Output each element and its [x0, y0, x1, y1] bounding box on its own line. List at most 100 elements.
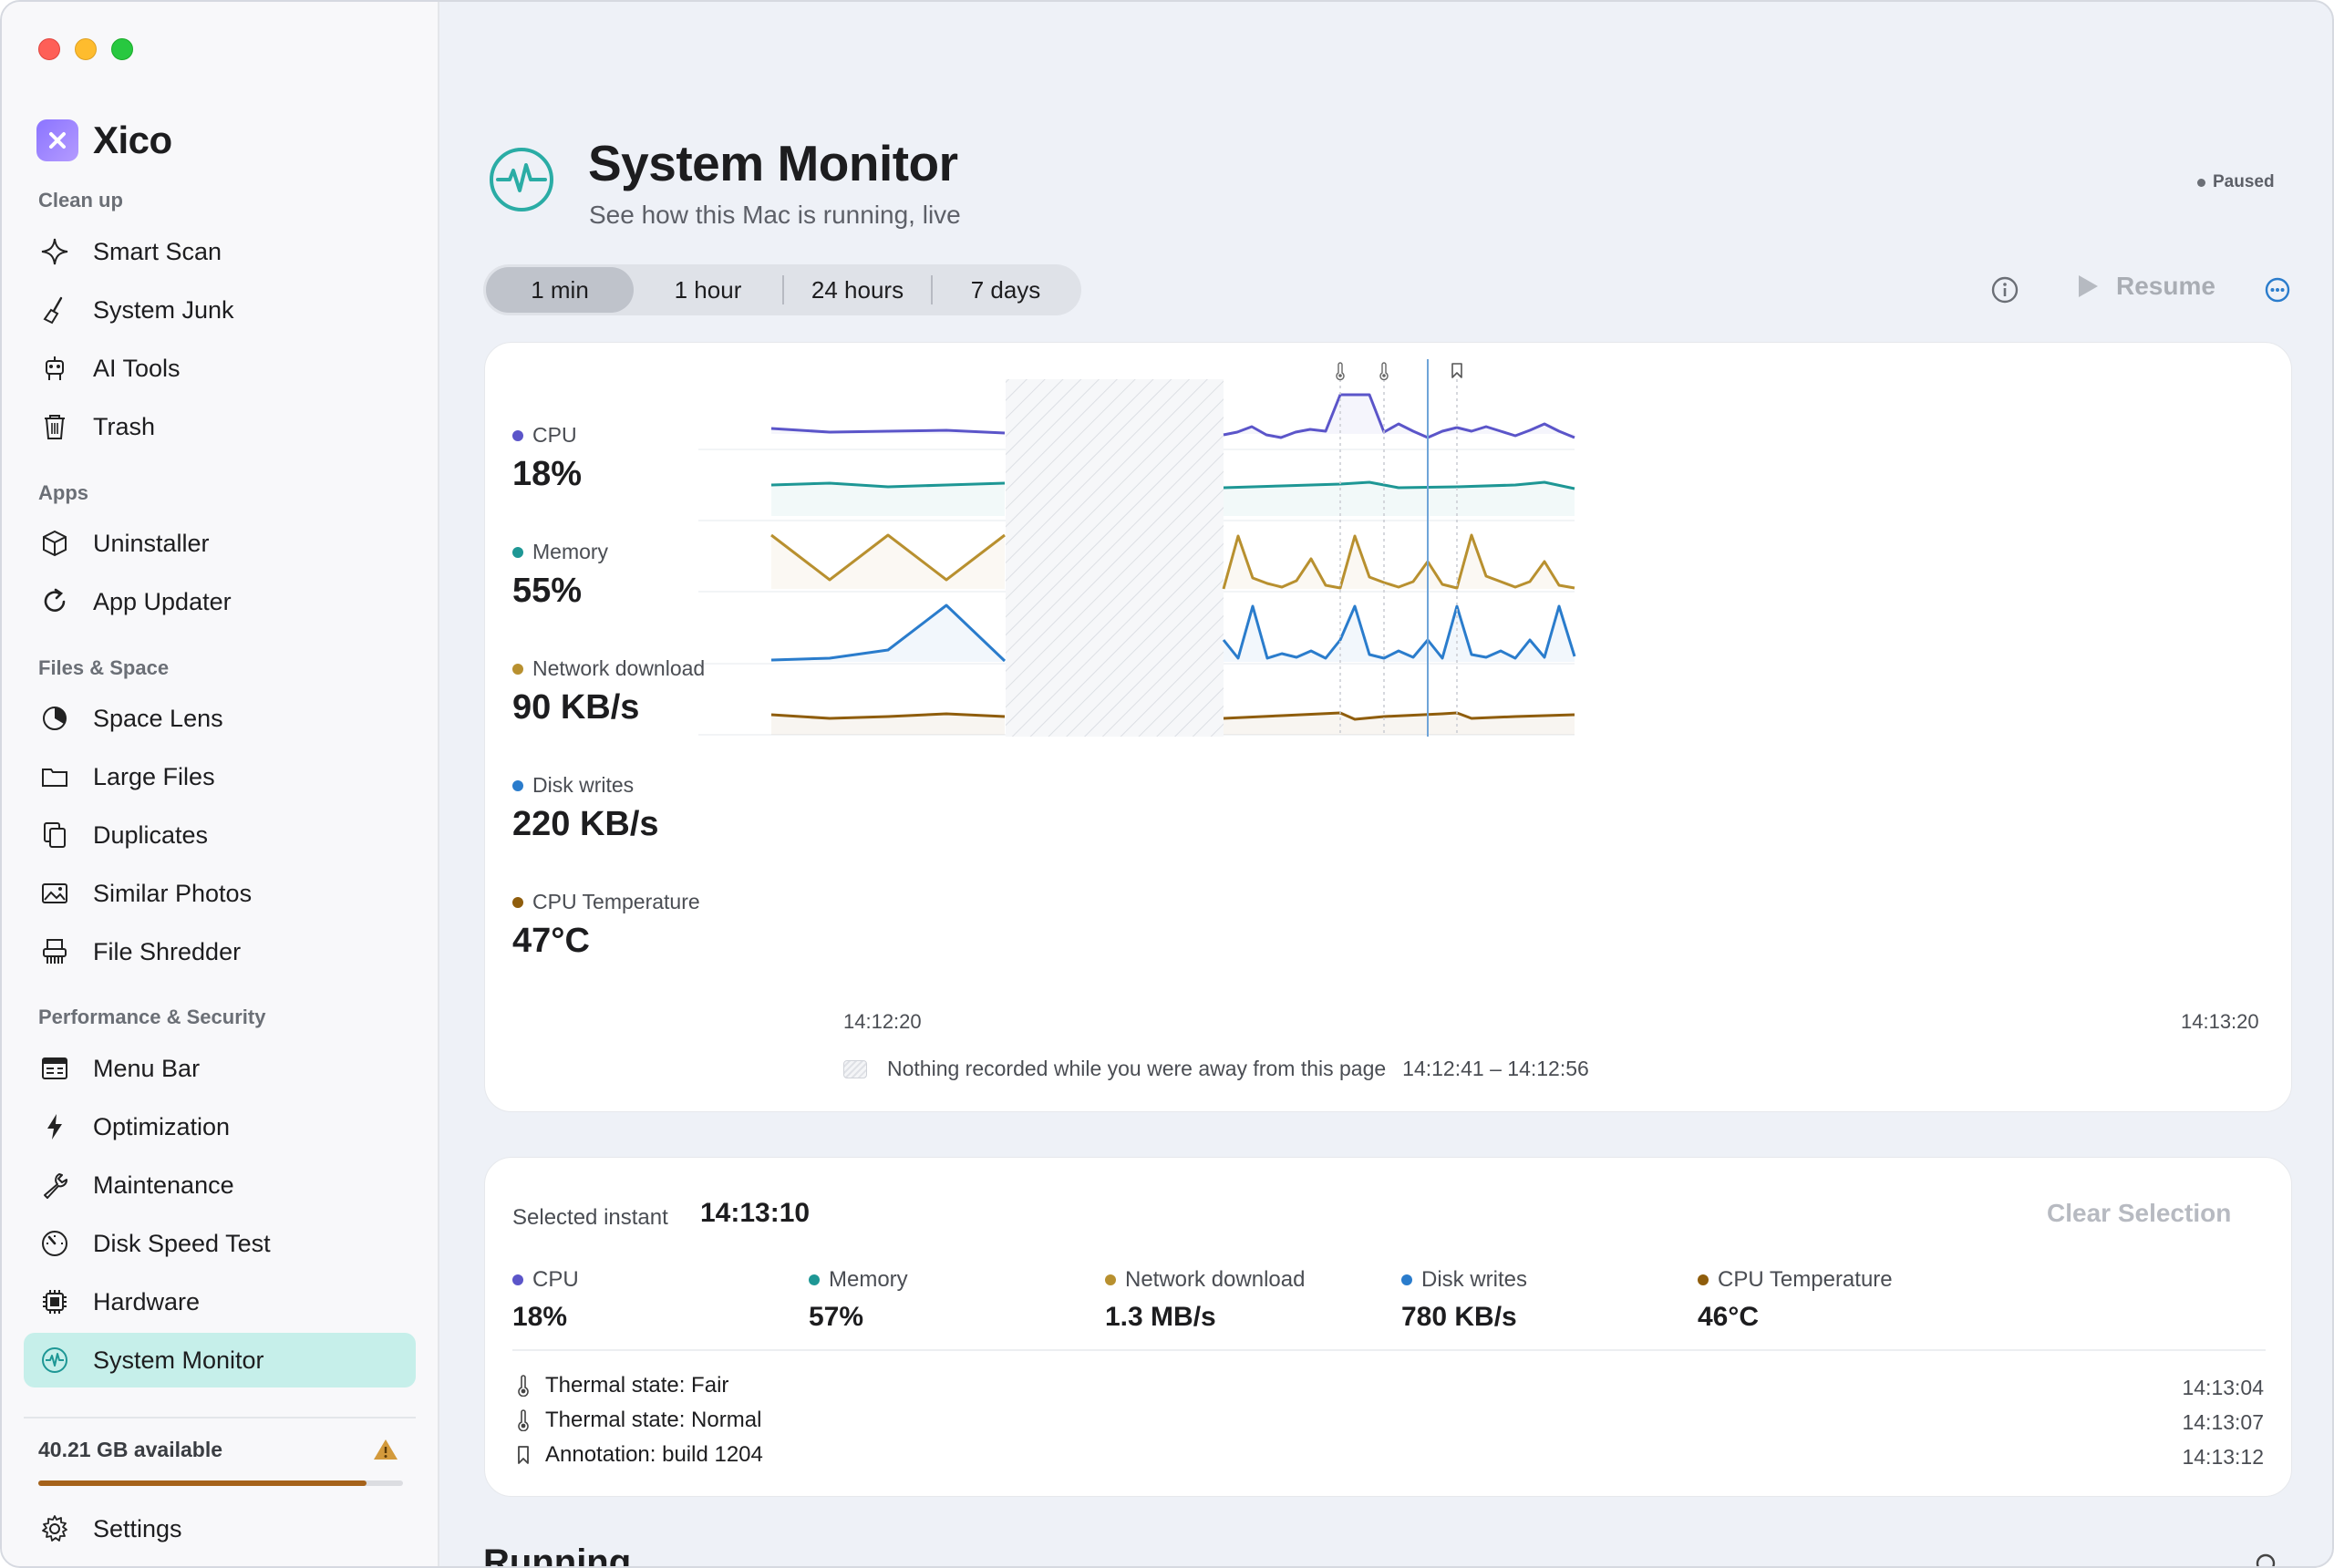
- sidebar-item-system-monitor[interactable]: System Monitor: [24, 1333, 416, 1387]
- series-line-0-1: [1223, 393, 1575, 439]
- chip-icon: [38, 1285, 71, 1318]
- sidebar-item-space-lens[interactable]: Space Lens: [24, 691, 416, 746]
- gap-legend: Nothing recorded while you were away fro…: [843, 1057, 1589, 1081]
- bookmark-icon: [512, 1444, 534, 1466]
- range-24-hours[interactable]: 24 hours: [811, 275, 904, 304]
- menu-bar-icon: [38, 1052, 71, 1085]
- metric-label: CPU Temperature: [532, 890, 700, 913]
- metric-disk-writes: Disk writes 220 KB/s: [512, 773, 659, 844]
- series-area-3-1: [1224, 606, 1575, 662]
- range-1-min[interactable]: 1 min: [486, 267, 634, 313]
- page-subtitle: See how this Mac is running, live: [589, 201, 961, 229]
- range-1-hour[interactable]: 1 hour: [674, 275, 742, 304]
- zoom-window-button[interactable]: [111, 38, 133, 60]
- chart-card: CPU 18% Memory 55% Network download 90 K…: [484, 342, 2292, 1112]
- metric-value: 780 KB/s: [1401, 1302, 1517, 1332]
- segment-separator: [931, 275, 933, 304]
- axis-end-time: 14:13:20: [2181, 1010, 2259, 1033]
- sidebar-item-label: App Updater: [93, 587, 232, 615]
- sidebar-item-maintenance[interactable]: Maintenance: [24, 1158, 416, 1212]
- selected-cpu: CPU 18%: [512, 1267, 579, 1333]
- sidebar-item-app-updater[interactable]: App Updater: [24, 574, 416, 629]
- metric-value: 1.3 MB/s: [1105, 1302, 1216, 1332]
- series-dot: [512, 546, 523, 558]
- thermometer-bulb: [1338, 374, 1342, 377]
- more-options-icon[interactable]: [2259, 272, 2296, 308]
- sidebar-item-menu-bar[interactable]: Menu Bar: [24, 1041, 416, 1096]
- storage-bar-fill: [38, 1480, 367, 1486]
- info-icon[interactable]: [1987, 272, 2023, 308]
- close-window-button[interactable]: [38, 38, 60, 60]
- sidebar-item-uninstaller[interactable]: Uninstaller: [24, 516, 416, 571]
- broom-icon: [38, 294, 71, 326]
- app-logo-icon: [36, 119, 78, 161]
- sidebar-item-label: Hardware: [93, 1287, 201, 1315]
- thermometer-bulb: [1382, 374, 1386, 377]
- metric-label: CPU: [532, 423, 577, 447]
- sidebar-item-file-shredder[interactable]: File Shredder: [24, 924, 416, 979]
- sidebar-item-label: Disk Speed Test: [93, 1229, 271, 1257]
- selected-cpu-temperature: CPU Temperature 46°C: [1698, 1267, 1893, 1333]
- thermometer-icon: [512, 1375, 534, 1397]
- metric-value: 90 KB/s: [512, 688, 640, 727]
- duplicate-files-icon: [38, 819, 71, 851]
- refresh-icon: [38, 585, 71, 618]
- series-area-0-1: [1224, 395, 1575, 438]
- sidebar-item-label: Uninstaller: [93, 529, 210, 557]
- metric-label: Memory: [532, 540, 609, 563]
- sidebar-item-label: Space Lens: [93, 704, 223, 732]
- event-row: Annotation: build 1204: [512, 1442, 763, 1468]
- minimize-window-button[interactable]: [75, 38, 97, 60]
- sidebar-item-label: AI Tools: [93, 354, 181, 382]
- metric-value: 18%: [512, 455, 583, 493]
- metric-cpu: CPU 18%: [512, 423, 582, 494]
- metric-label: Disk writes: [532, 773, 635, 797]
- gap-note-text: Nothing recorded while you were away fro…: [887, 1057, 1387, 1080]
- section-title-apps: Apps: [38, 481, 88, 504]
- box-icon: [38, 527, 71, 560]
- sidebar-item-duplicates[interactable]: Duplicates: [24, 808, 416, 862]
- sidebar-item-settings[interactable]: Settings: [24, 1501, 416, 1556]
- app-name: Xico: [93, 119, 172, 161]
- folder-icon: [38, 760, 71, 793]
- sidebar-item-disk-speed-test[interactable]: Disk Speed Test: [24, 1216, 416, 1271]
- event-time: 14:13:12: [2182, 1445, 2264, 1469]
- system-monitor-icon: [485, 143, 558, 216]
- status-dot: [2197, 178, 2205, 187]
- segment-separator: [782, 275, 784, 304]
- sidebar-item-label: Duplicates: [93, 820, 209, 849]
- metrics-chart[interactable]: [485, 343, 2293, 1113]
- range-7-days[interactable]: 7 days: [970, 275, 1041, 304]
- lightning-icon: [38, 1110, 71, 1143]
- series-line-4-1: [1223, 711, 1575, 721]
- series-dot: [1401, 1274, 1412, 1285]
- sidebar-item-trash[interactable]: Trash: [24, 399, 416, 454]
- series-dot: [512, 779, 523, 791]
- section-title-performance-security: Performance & Security: [38, 1006, 266, 1028]
- metric-value: 55%: [512, 572, 583, 610]
- series-dot: [512, 429, 523, 441]
- sidebar-item-label: Maintenance: [93, 1171, 234, 1199]
- sidebar-item-optimization[interactable]: Optimization: [24, 1099, 416, 1154]
- metric-value: 46°C: [1698, 1302, 1760, 1332]
- sidebar-item-system-junk[interactable]: System Junk: [24, 283, 416, 337]
- clear-selection-button[interactable]: Clear Selection: [2047, 1199, 2232, 1227]
- metric-cpu-temperature: CPU Temperature 47°C: [512, 890, 700, 961]
- sidebar-item-similar-photos[interactable]: Similar Photos: [24, 866, 416, 921]
- sidebar-item-label: System Junk: [93, 295, 234, 324]
- bookmark-icon: [1451, 363, 1462, 378]
- metric-label: CPU Temperature: [1718, 1267, 1893, 1292]
- sidebar-item-large-files[interactable]: Large Files: [24, 749, 416, 804]
- robot-icon: [38, 352, 71, 385]
- metric-value: 18%: [512, 1302, 568, 1332]
- selected-instant-label: Selected instant: [512, 1205, 668, 1230]
- sidebar-item-ai-tools[interactable]: AI Tools: [24, 341, 416, 396]
- sidebar-item-smart-scan[interactable]: Smart Scan: [24, 224, 416, 279]
- resume-button[interactable]: Resume: [2076, 272, 2215, 301]
- page-title: System Monitor: [588, 135, 958, 191]
- series-area-1-0: [771, 483, 1005, 516]
- series-dot: [1105, 1274, 1116, 1285]
- sidebar-item-hardware[interactable]: Hardware: [24, 1274, 416, 1329]
- storage-bar: [38, 1480, 403, 1486]
- search-icon[interactable]: [2254, 1552, 2281, 1566]
